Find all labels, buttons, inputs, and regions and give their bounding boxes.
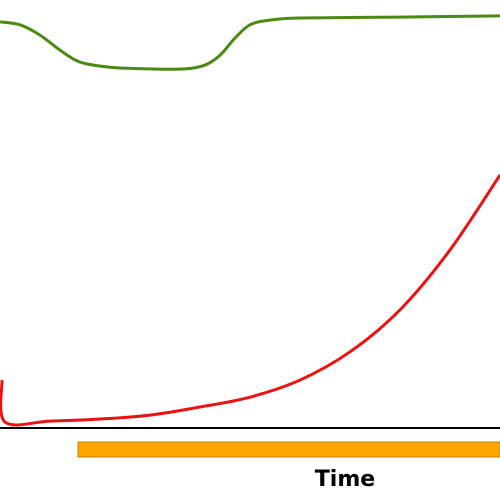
line-series <box>0 174 500 427</box>
time-span-bar <box>77 441 500 458</box>
line-series <box>0 14 500 71</box>
x-axis-label: Time <box>315 467 375 492</box>
